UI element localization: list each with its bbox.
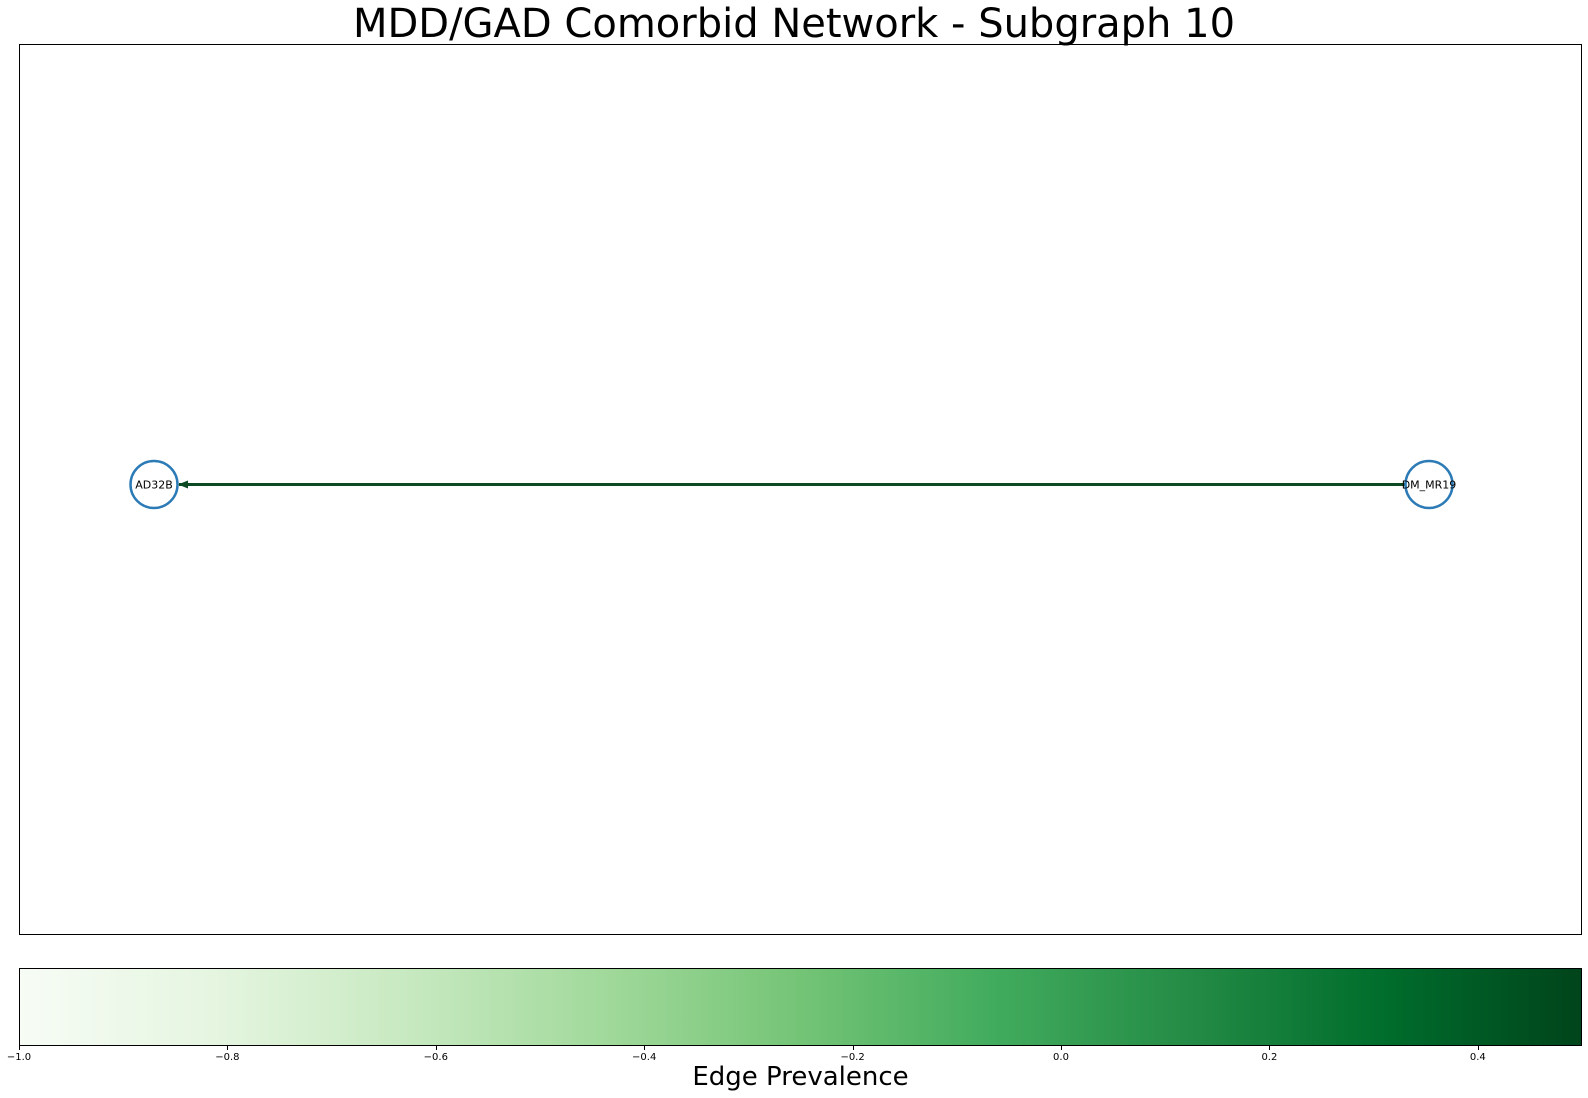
- node-ad32b[interactable]: AD32B: [129, 459, 179, 510]
- colorbar-tick-label: 0.4: [1469, 1052, 1486, 1063]
- colorbar-ticks: −1.0 −0.8 −0.6 −0.4 −0.2 0.0 0.2 0.4: [7, 1046, 1582, 1068]
- node-dm-mr19[interactable]: DM_MR19: [1402, 459, 1457, 510]
- colorbar-tick-label: 0.0: [1053, 1052, 1069, 1063]
- node-label-ad32b: AD32B: [135, 479, 173, 492]
- colorbar-tick-mark: [227, 1046, 229, 1050]
- colorbar-tick-mark: [19, 1046, 20, 1050]
- chart-title: MDD/GAD Comorbid Network - Subgraph 10: [352, 1, 1236, 47]
- colorbar-tick-mark: [852, 1046, 854, 1050]
- colorbar-tick-label: −0.8: [215, 1052, 240, 1063]
- colorbar: [19, 968, 1582, 1046]
- colorbar-tick-label: −0.4: [632, 1052, 657, 1063]
- network-graph: AD32B DM_MR19: [129, 459, 1457, 510]
- colorbar-label: Edge Prevalence: [692, 1062, 909, 1092]
- colorbar-tick-mark: [435, 1046, 437, 1050]
- colorbar-tick-mark: [1269, 1046, 1271, 1050]
- colorbar-tick-label: −0.6: [423, 1052, 448, 1063]
- colorbar-tick-mark: [1477, 1046, 1479, 1050]
- colorbar-tick-mark: [1061, 1046, 1062, 1050]
- node-label-dm-mr19: DM_MR19: [1402, 479, 1457, 492]
- node-circle: [1404, 459, 1454, 510]
- colorbar-tick-mark: [644, 1046, 646, 1050]
- network-plot-area: AD32B DM_MR19: [19, 44, 1582, 935]
- colorbar-tick-label: −1.0: [6, 1052, 32, 1063]
- node-circle: [129, 459, 179, 510]
- colorbar-tick-label: −0.2: [840, 1052, 865, 1063]
- colorbar-tick-label: 0.2: [1261, 1052, 1278, 1063]
